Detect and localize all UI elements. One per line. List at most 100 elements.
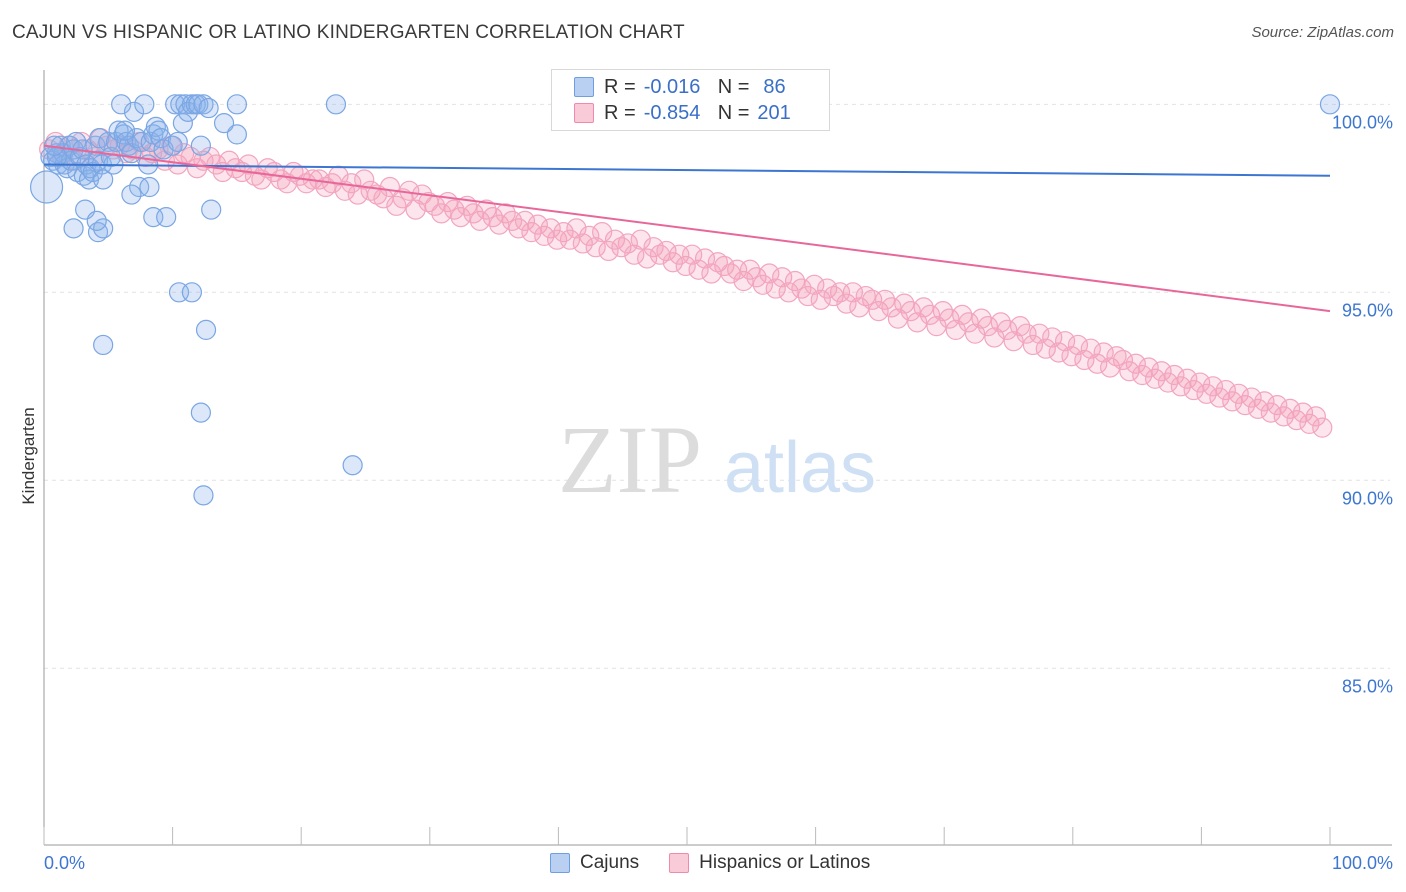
hispanic-point bbox=[778, 282, 799, 303]
axes bbox=[43, 70, 1392, 846]
cajun-point bbox=[121, 184, 142, 205]
hispanic-point bbox=[772, 267, 793, 288]
watermark-atlas: atlas bbox=[724, 428, 876, 508]
y-tick-label: 95.0% bbox=[1342, 300, 1393, 320]
trend-lines bbox=[43, 144, 1331, 313]
hispanic-point bbox=[1099, 357, 1121, 378]
cajun-point bbox=[116, 131, 137, 153]
cajun-point bbox=[1319, 94, 1341, 115]
hispanic-point bbox=[977, 316, 999, 337]
hispanic-point bbox=[1241, 387, 1262, 408]
hispanic-point bbox=[707, 252, 728, 273]
hispanic-point bbox=[1202, 376, 1224, 397]
hispanic-point bbox=[1312, 417, 1333, 438]
hispanic-point bbox=[823, 285, 844, 307]
hispanic-point bbox=[1029, 323, 1050, 344]
legend-row-cajuns: R = -0.016 N = 86 bbox=[574, 74, 786, 100]
y-axis-label: Kindergarten bbox=[19, 407, 38, 504]
series-legend: Cajuns Hispanics or Latinos bbox=[550, 852, 900, 874]
hispanic-point bbox=[682, 244, 703, 265]
hispanic-point bbox=[842, 282, 863, 303]
hispanic-point bbox=[489, 214, 510, 235]
hispanic-point bbox=[810, 289, 831, 310]
hispanic-point bbox=[354, 169, 375, 190]
legend-label-hispanics: Hispanics or Latinos bbox=[699, 852, 871, 873]
legend-swatch-cajuns bbox=[574, 77, 594, 97]
hispanic-point bbox=[1280, 398, 1301, 419]
hispanic-point bbox=[733, 270, 754, 292]
legend-r-value: -0.016 bbox=[643, 75, 701, 98]
hispanic-point bbox=[1305, 406, 1326, 427]
hispanic-point bbox=[450, 207, 471, 228]
hispanic-point bbox=[759, 263, 780, 284]
cajun-point bbox=[93, 334, 114, 356]
hispanic-trend-line bbox=[43, 144, 1331, 313]
hispanic-point bbox=[958, 312, 979, 333]
legend-n-value: 86 bbox=[763, 75, 786, 98]
hispanic-point bbox=[1112, 349, 1134, 371]
cajun-point bbox=[167, 131, 188, 153]
hispanic-point bbox=[1074, 349, 1095, 371]
hispanic-point bbox=[1035, 338, 1056, 359]
hispanic-point bbox=[1190, 372, 1211, 393]
correlation-legend: R = -0.016 N = 86 R = -0.854 N = 201 bbox=[551, 69, 830, 131]
hispanic-point bbox=[624, 244, 645, 265]
hispanic-point bbox=[926, 316, 947, 337]
cajun-point bbox=[193, 485, 214, 506]
hispanic-point bbox=[1003, 331, 1024, 352]
hispanic-point bbox=[1048, 342, 1069, 363]
chart-title: CAJUN VS HISPANIC OR LATINO KINDERGARTEN… bbox=[12, 22, 685, 43]
cajun-point bbox=[114, 120, 136, 141]
cajun-point bbox=[148, 120, 169, 141]
hispanic-point bbox=[630, 229, 651, 250]
hispanic-point bbox=[1106, 346, 1127, 367]
hispanic-point bbox=[984, 327, 1005, 348]
cajun-point bbox=[100, 146, 121, 168]
hispanic-point bbox=[939, 308, 960, 329]
hispanic-point bbox=[360, 180, 381, 201]
hispanic-point bbox=[174, 143, 195, 164]
legend-label-cajuns: Cajuns bbox=[580, 852, 640, 873]
legend-r-label: R = bbox=[604, 101, 636, 124]
tick-labels: 85.0% 90.0% 95.0% 100.0% 0.0% 100.0% bbox=[44, 112, 1393, 873]
hispanic-point bbox=[469, 210, 491, 231]
cajun-point bbox=[139, 176, 160, 198]
x-tick-label: 0.0% bbox=[44, 853, 85, 873]
legend-n-value: 201 bbox=[757, 101, 791, 124]
legend-item-cajuns[interactable]: Cajuns bbox=[550, 852, 639, 874]
hispanic-point bbox=[694, 248, 716, 269]
cajun-point bbox=[156, 207, 177, 228]
cajun-point bbox=[145, 116, 166, 137]
watermark-zip: ZIP bbox=[558, 406, 702, 513]
legend-r-value: -0.854 bbox=[643, 101, 701, 124]
cajun-point bbox=[190, 135, 211, 156]
hispanic-point bbox=[1067, 334, 1089, 356]
cajun-point bbox=[86, 210, 107, 231]
hispanic-point bbox=[752, 274, 773, 295]
cajun-point bbox=[93, 169, 114, 190]
hispanic-point bbox=[1080, 338, 1101, 359]
hispanic-point bbox=[1087, 353, 1108, 374]
hispanic-point bbox=[611, 237, 632, 258]
hispanic-point bbox=[868, 301, 889, 322]
cajun-point bbox=[198, 97, 219, 119]
hispanic-point bbox=[1267, 395, 1288, 416]
cajun-point bbox=[181, 282, 202, 303]
legend-item-hispanics[interactable]: Hispanics or Latinos bbox=[669, 852, 870, 874]
hispanic-point bbox=[855, 285, 876, 307]
legend-r-label: R = bbox=[604, 75, 636, 98]
legend-n-label: N = bbox=[717, 101, 750, 124]
cajun-point bbox=[80, 158, 101, 179]
hispanic-point bbox=[997, 319, 1018, 341]
cajun-point bbox=[129, 176, 150, 198]
source-label: Source: ZipAtlas.com bbox=[1251, 24, 1394, 41]
hispanic-point bbox=[514, 210, 536, 231]
cajun-point bbox=[111, 94, 132, 115]
hispanic-point bbox=[1061, 346, 1082, 367]
hispanic-point bbox=[1292, 402, 1314, 423]
y-tick-label: 85.0% bbox=[1342, 676, 1393, 696]
hispanic-point bbox=[765, 278, 786, 299]
hispanic-point bbox=[1215, 379, 1236, 401]
cajun-point bbox=[165, 94, 186, 115]
